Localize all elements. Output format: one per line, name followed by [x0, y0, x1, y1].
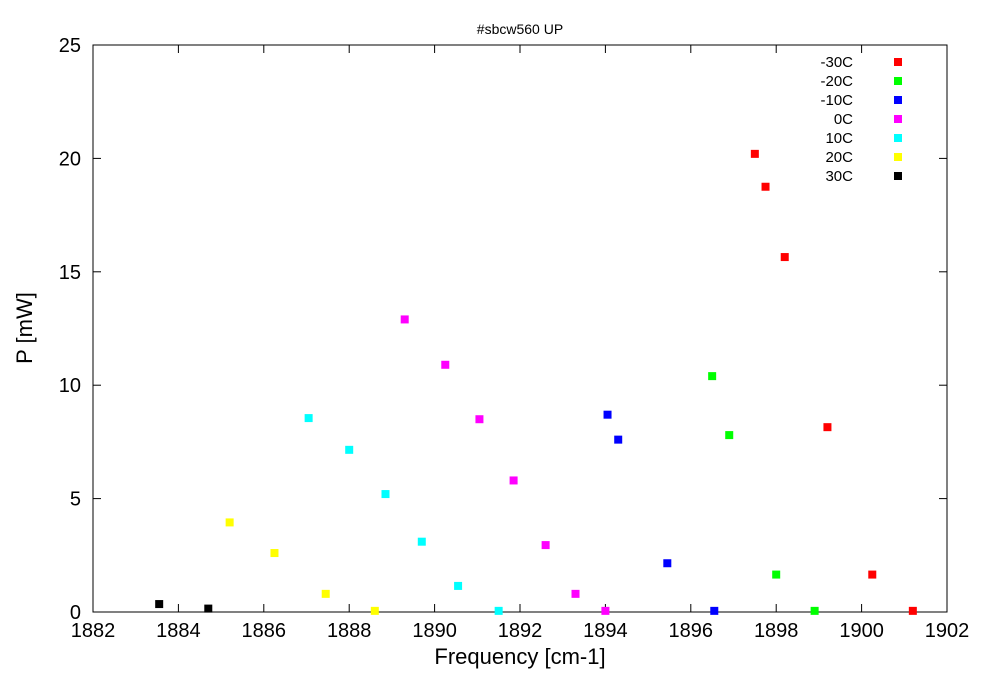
data-point — [761, 182, 770, 191]
data-point — [780, 253, 789, 262]
y-axis-ticks: 0 5 10 15 20 25 — [59, 35, 947, 624]
data-point — [304, 414, 313, 423]
x-tick-label: 1900 — [839, 620, 884, 642]
data-point — [823, 423, 832, 432]
plot-frame — [92, 44, 948, 613]
legend-label: -20C — [820, 73, 853, 90]
data-point — [708, 372, 717, 381]
data-point — [155, 600, 164, 609]
data-point — [475, 415, 484, 424]
data-point — [772, 570, 781, 579]
x-axis-ticks: 1882 1884 1886 1888 1890 1892 1894 1896 1898 1900… — [71, 45, 970, 642]
y-tick-label: 5 — [70, 489, 81, 511]
x-tick-label: 1894 — [583, 620, 628, 642]
y-tick-label: 25 — [59, 35, 81, 57]
legend-label: 10C — [825, 130, 853, 147]
data-point — [381, 490, 390, 499]
x-tick-label: 1896 — [669, 620, 714, 642]
y-tick-label: 10 — [59, 375, 81, 397]
x-tick-label: 1902 — [925, 620, 970, 642]
data-point — [417, 537, 426, 546]
data-point — [454, 581, 463, 590]
data-point — [601, 606, 610, 615]
legend-label: -10C — [820, 92, 853, 109]
data-point — [270, 549, 279, 558]
x-tick-label: 1888 — [327, 620, 372, 642]
legend: -30C -20C -10C 0C 10C 20C 30C — [820, 54, 902, 185]
data-point — [750, 149, 759, 158]
y-tick-label: 0 — [70, 602, 81, 624]
data-point — [868, 570, 877, 579]
y-tick-label: 20 — [59, 148, 81, 170]
data-point — [710, 606, 719, 615]
data-point — [810, 606, 819, 615]
legend-marker — [894, 115, 902, 123]
x-tick-label: 1898 — [754, 620, 799, 642]
data-point — [204, 604, 213, 613]
data-point — [908, 606, 917, 615]
x-axis-label: Frequency [cm-1] — [434, 644, 605, 669]
data-point — [225, 518, 234, 527]
plot-area — [92, 44, 948, 613]
legend-label: 0C — [834, 111, 853, 128]
data-point — [725, 431, 734, 440]
data-point — [541, 541, 550, 550]
data-point — [370, 606, 379, 615]
data-point — [603, 410, 612, 419]
y-tick-label: 15 — [59, 262, 81, 284]
legend-marker — [894, 58, 902, 66]
data-points — [155, 149, 917, 615]
data-point — [494, 606, 503, 615]
data-point — [571, 589, 580, 598]
y-axis-label: P [mW] — [12, 292, 37, 364]
data-point — [614, 435, 623, 444]
legend-marker — [894, 77, 902, 85]
data-point — [509, 476, 518, 485]
data-point — [321, 589, 330, 598]
x-tick-label: 1882 — [71, 620, 116, 642]
x-tick-label: 1884 — [156, 620, 201, 642]
legend-marker — [894, 153, 902, 161]
x-tick-label: 1890 — [412, 620, 457, 642]
data-point — [345, 445, 354, 454]
legend-label: 20C — [825, 149, 853, 166]
legend-marker — [894, 172, 902, 180]
legend-marker — [894, 134, 902, 142]
data-point — [663, 559, 672, 568]
x-tick-label: 1886 — [242, 620, 287, 642]
data-point — [400, 315, 409, 324]
data-point — [441, 360, 450, 369]
chart-title: #sbcw560 UP — [477, 21, 563, 37]
legend-label: 30C — [825, 168, 853, 185]
legend-label: -30C — [820, 54, 853, 71]
legend-marker — [894, 96, 902, 104]
x-tick-label: 1892 — [498, 620, 543, 642]
